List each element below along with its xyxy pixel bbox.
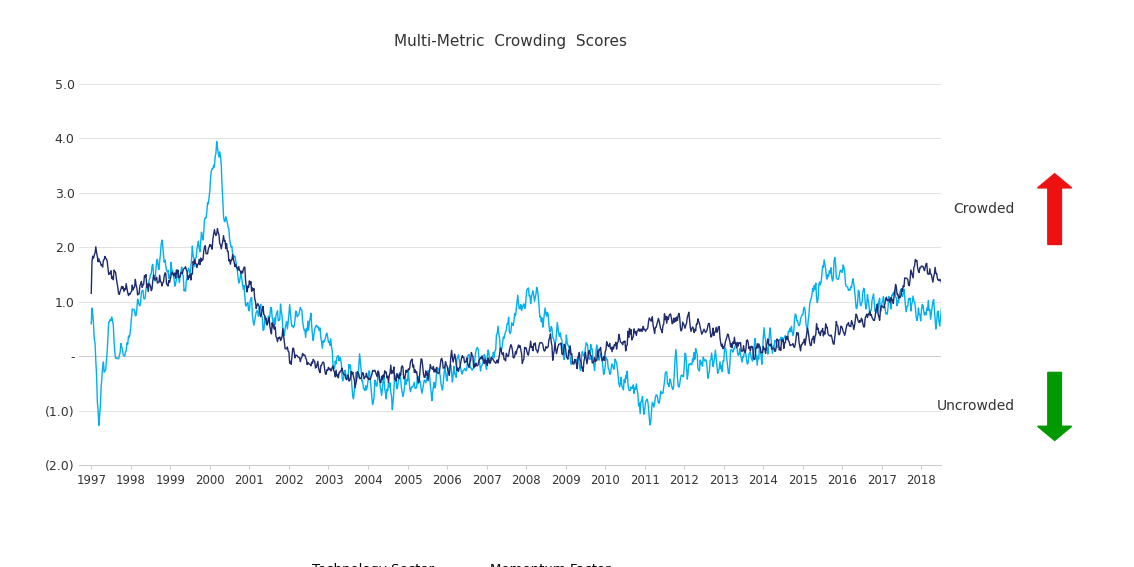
- Technology Sector: [211, 225, 225, 232]
- Technology Sector: [189, 260, 203, 267]
- Momentum Factor: [567, 358, 581, 365]
- Momentum Factor: [951, 327, 965, 334]
- Technology Sector: [418, 367, 432, 374]
- Momentum Factor: [210, 138, 223, 145]
- Momentum Factor: [723, 361, 737, 368]
- Line: Momentum Factor: Momentum Factor: [91, 141, 958, 425]
- Momentum Factor: [92, 422, 105, 429]
- Technology Sector: [723, 338, 737, 345]
- Momentum Factor: [84, 320, 98, 327]
- Technology Sector: [556, 352, 569, 358]
- Technology Sector: [84, 290, 98, 297]
- Technology Sector: [417, 374, 431, 380]
- Technology Sector: [348, 384, 362, 391]
- Momentum Factor: [191, 246, 204, 252]
- Momentum Factor: [417, 376, 431, 383]
- Legend: Technology Sector, Momentum Factor: Technology Sector, Momentum Factor: [268, 557, 616, 567]
- Title: Multi-Metric  Crowding  Scores: Multi-Metric Crowding Scores: [393, 33, 627, 49]
- Text: Uncrowded: Uncrowded: [937, 399, 1015, 413]
- Line: Technology Sector: Technology Sector: [91, 229, 958, 388]
- Technology Sector: [567, 361, 581, 367]
- Momentum Factor: [556, 346, 569, 353]
- Technology Sector: [951, 319, 965, 326]
- Text: Crowded: Crowded: [954, 202, 1015, 216]
- Momentum Factor: [418, 379, 432, 386]
